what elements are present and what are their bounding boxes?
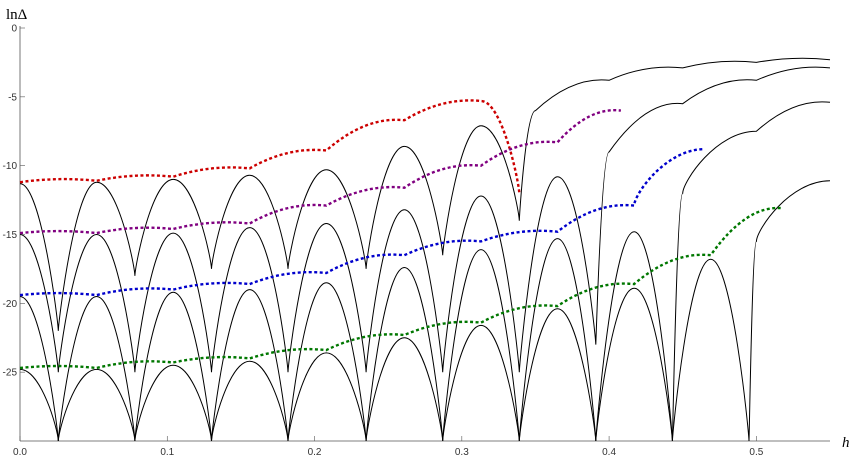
x-axis-label: h (842, 435, 850, 451)
ticks: 0.0 0.1 0.2 0.3 0.4 0.5 0 -5 -10 -15 -20 -25 (3, 24, 764, 459)
series-line-6 (19, 109, 622, 235)
series-line-5 (19, 99, 521, 194)
series-line-8 (19, 206, 784, 370)
x-tick-label: 0.3 (455, 447, 469, 458)
series-line-1 (19, 57, 831, 331)
y-tick-label: -10 (3, 161, 18, 172)
series-line-3 (19, 101, 831, 442)
series-line-7 (19, 147, 705, 297)
x-tick-label: 0.1 (160, 447, 174, 458)
series-line-4 (19, 180, 831, 442)
axes (19, 26, 830, 442)
plot-area (19, 57, 831, 442)
x-tick-label: 0.2 (308, 447, 322, 458)
y-tick-label: -25 (3, 368, 18, 379)
y-tick-label: -20 (3, 299, 18, 310)
x-tick-label: 0.5 (749, 447, 763, 458)
y-axis-label: lnΔ (6, 7, 28, 23)
y-tick-label: -15 (3, 230, 18, 241)
x-tick-label: 0.4 (602, 447, 616, 458)
x-tick-label: 0.0 (13, 447, 27, 458)
y-tick-label: 0 (11, 24, 17, 35)
series-line-2 (19, 66, 831, 373)
y-tick-label: -5 (8, 92, 17, 103)
